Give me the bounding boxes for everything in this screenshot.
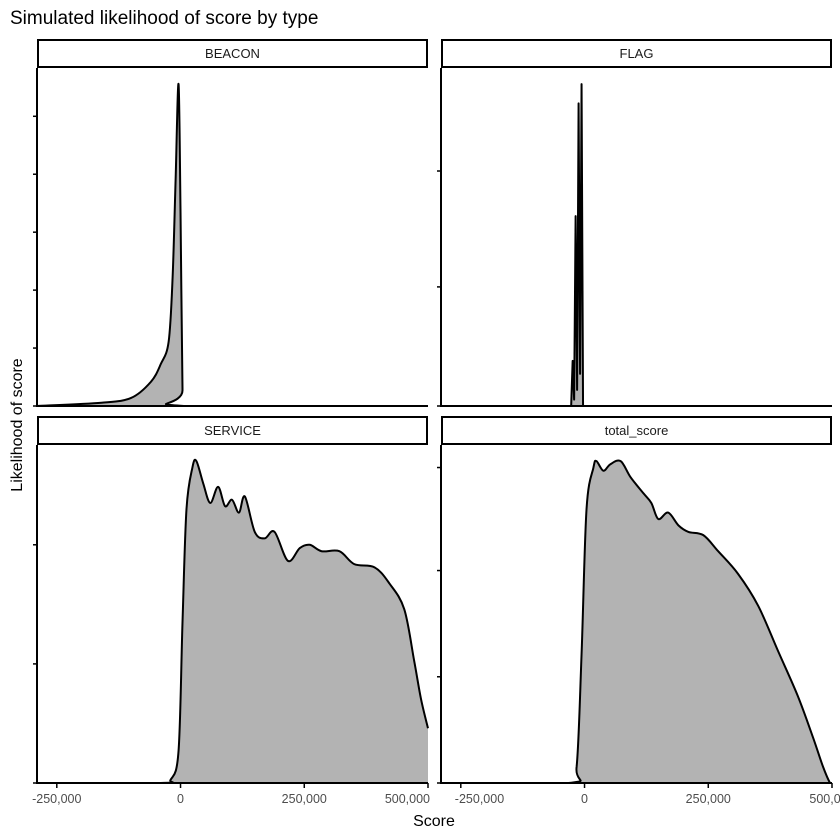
density-area	[441, 460, 832, 783]
x-tick-label: 0	[177, 792, 184, 806]
chart-title: Simulated likelihood of score by type	[10, 8, 318, 29]
strip-label: BEACON	[205, 46, 260, 61]
density-line	[36, 83, 428, 407]
y-axis-title: Likelihood of score	[9, 358, 26, 492]
strip-label: SERVICE	[204, 423, 261, 438]
strip-label: total_score	[605, 423, 669, 438]
x-tick-label: 250,000	[282, 792, 327, 806]
x-tick-label: 500,000	[809, 792, 840, 806]
density-area	[441, 84, 832, 406]
density-line	[441, 83, 832, 407]
strip-box	[441, 39, 832, 68]
facet-FLAG: FLAG	[437, 39, 832, 407]
density-line	[36, 458, 429, 785]
x-tick-label: 0	[581, 792, 588, 806]
facet-BEACON: BEACON	[33, 39, 428, 407]
density-line	[440, 459, 832, 785]
strip-box	[37, 416, 428, 445]
x-tick-label: 500,000	[385, 792, 430, 806]
density-area	[37, 459, 428, 783]
x-tick-label: -250,000	[32, 792, 81, 806]
strip-label: FLAG	[620, 46, 654, 61]
facet-SERVICE: SERVICE -250,000 0 250,000 500,000	[32, 416, 430, 806]
density-area	[37, 83, 428, 406]
facet-panels: BEACON FLAG SERVICE -250,000 0 250,000 500,000…	[32, 39, 840, 806]
x-tick-label: -250,000	[455, 792, 504, 806]
strip-box	[441, 416, 832, 445]
facet-total_score: total_score -250,000 0 250,000 500,000	[437, 416, 840, 806]
x-axis-title: Score	[413, 813, 455, 830]
x-tick-label: 250,000	[686, 792, 731, 806]
strip-box	[37, 39, 428, 68]
